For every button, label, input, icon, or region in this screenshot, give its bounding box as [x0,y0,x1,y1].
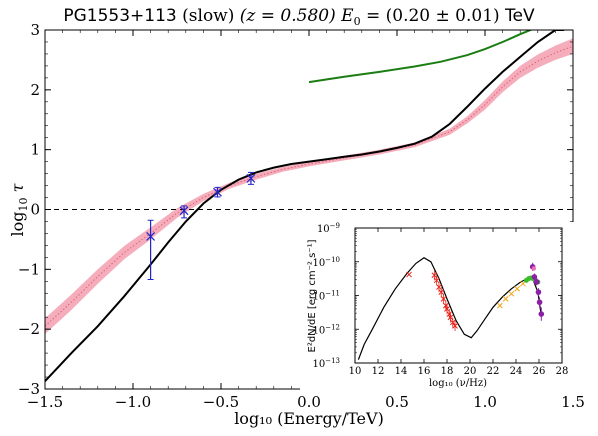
inset-x-tick-label: 14 [395,366,408,377]
inset-sed-plot: 10 12 14 16 18 20 22 24 26 2810−1310−1210−1110−10… [300,222,575,390]
inset-x-tick-label: 22 [487,366,500,377]
y-tick-label: 3 [30,21,40,39]
y-axis-label-sub: 10 [17,197,30,211]
band-median-line [45,45,573,327]
tev-pink-point [531,266,537,271]
chart-title: PG1553+113 (slow) (z = 0.580) E0 = (0.20… [63,6,535,28]
x-tick-label: 1.0 [473,393,497,411]
y-tick-label: −2 [18,320,40,338]
inset-x-tick-label: 16 [418,366,431,377]
inset-x-tick-label: 18 [441,366,454,377]
green-curve [308,30,534,84]
gamma-orange-point [502,296,509,302]
data-point [246,171,256,185]
x-tick-label: 0.5 [385,393,409,411]
gamma-orange-point-stroke [497,302,503,309]
y-tick-label: 1 [30,141,40,159]
gamma-orange-point [497,302,503,309]
y-tick-label: 2 [30,81,40,99]
title-redshift: (z = 0.580) [240,6,336,26]
inset-x-label: log₁₀ (ν/Hz) [429,378,487,389]
tev-purple-point [536,299,543,306]
y-tick-label: 0 [30,201,40,219]
title-unit: TeV [504,6,535,26]
inset-x-tick-label: 24 [510,366,523,377]
data-point [179,205,189,219]
gamma-orange-point-stroke [514,285,521,292]
y-tick-label: −1 [18,260,40,278]
title-energy-value: = (0.20 ± 0.01) [366,6,500,26]
x-tick-label: −0.5 [203,393,239,411]
data-point [146,219,156,281]
inset-y-label: E²dN/dE [erg cm⁻² s⁻¹] [307,239,318,352]
title-source: PG1553+113 [63,6,176,26]
sed-model-curve [357,256,542,360]
gamma-orange-point [508,290,515,297]
inset-x-tick-label: 12 [372,366,385,377]
tev-purple-point [533,279,540,285]
y-tick-label: −3 [18,380,40,398]
x-tick-label: −1.0 [115,393,151,411]
uncertainty-band [45,38,573,335]
y-axis-label-log: log [8,211,27,236]
gamma-orange-point-stroke [502,296,509,302]
title-energy-symbol: E [340,6,354,26]
gamma-orange-point-stroke [508,290,515,297]
inset-x-tick-label: 28 [556,366,569,377]
x-axis-label: log₁₀ (Energy/TeV) [234,409,384,428]
y-axis-label-tau: τ [8,182,27,192]
data-point-marker [246,173,256,183]
x-tick-label: 1.5 [561,393,585,411]
optical-point-stroke [406,271,412,278]
inset-x-tick-label: 26 [533,366,546,377]
x-tick-label: 0.0 [297,393,321,411]
inset-background [300,222,575,390]
x-tick-label: −1.5 [27,393,63,411]
data-point-marker [179,206,189,216]
inset-x-tick-label: 10 [349,366,362,377]
optical-point [406,271,412,278]
model-curve [45,30,565,382]
inset-x-tick-label: 20 [464,366,477,377]
gamma-orange-point [514,285,521,292]
title-state: (slow) [182,6,234,26]
tev-purple-point [538,311,545,317]
data-point-marker [146,232,156,241]
data-point-marker [213,187,222,197]
tev-purple-point [531,274,538,280]
title-energy-subscript: 0 [354,15,361,28]
tev-purple-point [535,289,542,295]
y-axis-label: log10 τ [8,182,30,236]
data-point [213,186,222,198]
